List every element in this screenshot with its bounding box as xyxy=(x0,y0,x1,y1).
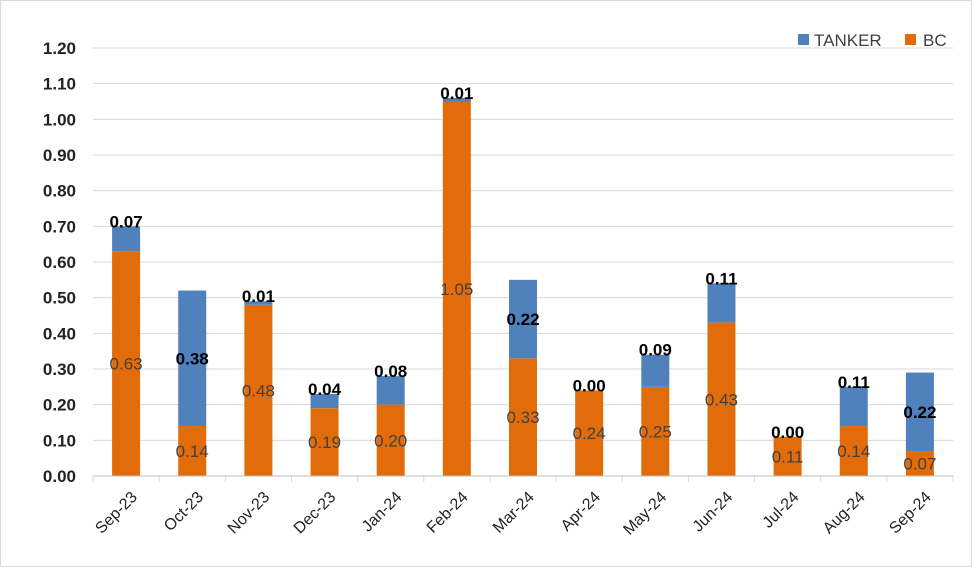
y-tick-label: 0.00 xyxy=(43,467,76,486)
data-labels: 0.63 0.07 0.14 0.38 0.48 0.01 0.19 0.04 0.20 0.08… xyxy=(110,84,937,474)
y-tick-label: 0.50 xyxy=(43,289,76,308)
bar-tanker xyxy=(839,386,868,427)
y-tick-label: 0.90 xyxy=(43,146,76,165)
legend-swatch-tanker xyxy=(798,34,809,45)
data-label-tanker: 0.11 xyxy=(705,269,737,288)
bar-bc xyxy=(178,426,207,476)
y-tick-label: 0.30 xyxy=(43,360,76,379)
bar-bc xyxy=(310,408,339,476)
data-label-bc: 0.14 xyxy=(837,442,870,461)
bar-bc xyxy=(112,251,141,476)
y-tick-label: 0.60 xyxy=(43,253,76,272)
data-label-tanker: 0.01 xyxy=(242,287,275,306)
data-label-tanker: 0.09 xyxy=(639,341,672,360)
data-label-bc: 0.07 xyxy=(903,455,936,474)
bar-tanker xyxy=(509,279,537,359)
legend-label-bc: BC xyxy=(923,31,947,50)
x-tick-label: Jan-24 xyxy=(359,489,406,536)
bars xyxy=(112,97,934,476)
data-label-tanker: 0.22 xyxy=(506,310,539,329)
data-label-bc: 0.11 xyxy=(772,447,804,466)
bar-bc xyxy=(509,358,537,476)
bar-tanker xyxy=(310,393,339,409)
data-label-bc: 0.24 xyxy=(573,424,606,443)
x-tick-label: Mar-24 xyxy=(490,489,538,537)
data-label-tanker: 0.11 xyxy=(838,373,870,392)
data-label-bc: 0.48 xyxy=(242,381,275,400)
bar-bc xyxy=(244,304,273,476)
data-label-tanker: 0.01 xyxy=(440,84,473,103)
x-tick-label: Oct-23 xyxy=(161,489,207,535)
y-tick-label: 0.70 xyxy=(43,217,76,236)
data-label-bc: 0.43 xyxy=(705,390,738,409)
data-label-tanker: 0.07 xyxy=(110,212,143,231)
x-axis: Sep-23 Oct-23 Nov-23 Dec-23 Jan-24 Feb-24 Mar-… xyxy=(92,475,954,539)
y-tick-label: 1.20 xyxy=(43,39,76,58)
data-label-tanker: 0.00 xyxy=(771,423,804,442)
x-tick-label: May-24 xyxy=(620,489,670,539)
bar-tanker xyxy=(244,301,273,305)
data-label-tanker: 0.04 xyxy=(308,380,342,399)
x-tick-label: Aug-24 xyxy=(820,489,869,538)
bar-tanker xyxy=(442,97,471,102)
data-label-tanker: 0.00 xyxy=(573,376,606,395)
bar-bc xyxy=(839,426,868,476)
data-label-bc: 0.20 xyxy=(374,431,407,450)
bar-tanker xyxy=(376,376,405,405)
bar-bc xyxy=(641,386,670,476)
y-tick-label: 1.00 xyxy=(43,110,76,129)
x-tick-label: Sep-23 xyxy=(92,489,141,538)
bar-bc xyxy=(773,436,802,476)
y-tick-label: 0.80 xyxy=(43,182,76,201)
x-tick-label: Jul-24 xyxy=(760,489,803,532)
x-tick-label: Sep-24 xyxy=(886,489,935,538)
data-label-bc: 0.14 xyxy=(176,442,209,461)
data-label-bc: 0.19 xyxy=(308,433,341,452)
y-tick-label: 0.20 xyxy=(43,396,76,415)
bar-bc xyxy=(575,390,604,476)
x-tick-label: Jun-24 xyxy=(690,489,737,536)
bar-bc xyxy=(442,101,471,476)
bar-bc xyxy=(905,451,934,476)
data-label-bc: 1.05 xyxy=(440,280,473,299)
bar-tanker xyxy=(112,226,141,252)
x-tick-label: Nov-23 xyxy=(225,489,274,538)
y-axis: 0.00 0.10 0.20 0.30 0.40 0.50 0.60 0.70 0.80 0.90… xyxy=(43,39,76,486)
data-label-tanker: 0.38 xyxy=(176,349,209,368)
data-label-bc: 0.33 xyxy=(506,408,539,427)
bar-tanker xyxy=(641,354,670,387)
x-tick-label: Dec-23 xyxy=(291,489,340,538)
bar-tanker xyxy=(178,290,207,427)
y-tick-label: 0.10 xyxy=(43,431,76,450)
bar-tanker xyxy=(905,372,934,452)
bar-bc xyxy=(707,322,736,476)
x-tick-label: Apr-24 xyxy=(558,489,604,535)
data-label-tanker: 0.08 xyxy=(374,362,407,381)
data-label-tanker: 0.22 xyxy=(903,403,936,422)
bar-tanker xyxy=(707,283,736,323)
data-label-bc: 0.25 xyxy=(639,422,672,441)
legend-swatch-bc xyxy=(905,34,916,45)
legend-label-tanker: TANKER xyxy=(814,31,882,50)
y-tick-label: 1.10 xyxy=(43,75,76,94)
legend: TANKER BC xyxy=(798,31,947,50)
bar-bc xyxy=(376,404,405,476)
data-label-bc: 0.63 xyxy=(110,355,143,374)
y-tick-label: 0.40 xyxy=(43,324,76,343)
x-tick-label: Feb-24 xyxy=(424,489,472,537)
